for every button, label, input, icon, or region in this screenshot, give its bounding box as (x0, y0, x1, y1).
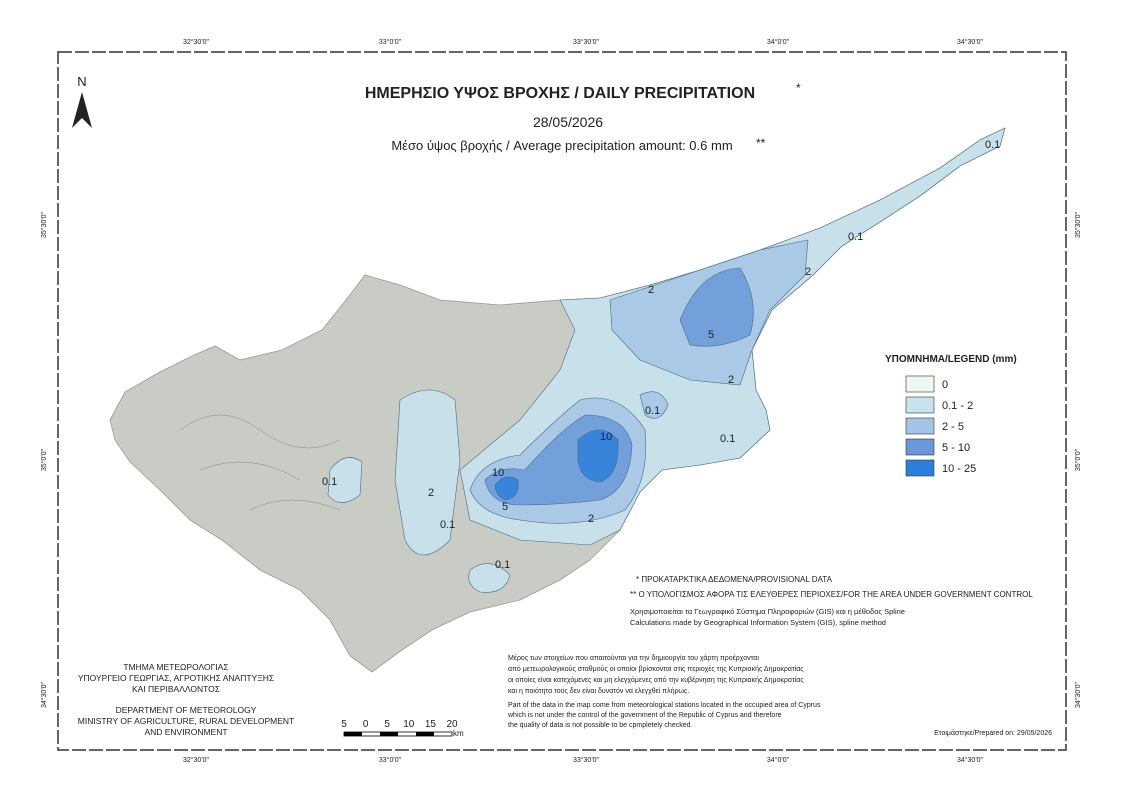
contour-labels: 0.1 0.1 2 2 5 2 0.1 10 0.1 10 0.1 2 5 2 … (322, 139, 1000, 571)
legend-label: 0 (942, 379, 948, 391)
contour-label: 10 (492, 467, 504, 479)
note: Calculations made by Geographical Inform… (630, 618, 886, 627)
longitude-label: 34°30'0" (957, 756, 984, 764)
disclaimer-greek: Μέρος των στοιχείων που απαιτούνται για … (508, 654, 759, 662)
disclaimer-english: which is not under the control of the go… (507, 712, 782, 719)
contour-label: 2 (588, 513, 594, 525)
precipitation-zone (327, 457, 363, 503)
legend-swatch (905, 417, 935, 435)
department-english: DEPARTMENT OF METEOROLOGY (116, 705, 257, 715)
longitude-label: 33°30'0" (573, 38, 600, 46)
contour-label: 2 (728, 374, 734, 386)
legend-title: ΥΠΟΜΝΗΜΑ/LEGEND (mm) (885, 354, 1017, 365)
latitude-label: 35°30'0" (1074, 211, 1082, 238)
precipitation-zone (468, 563, 511, 593)
title-mark: * (796, 81, 801, 95)
contour-label: 5 (708, 329, 714, 341)
longitude-label: 34°0'0" (767, 38, 790, 46)
legend-swatch (905, 396, 935, 414)
relief-hatching (179, 414, 341, 511)
legend-label: 10 - 25 (942, 463, 976, 475)
precipitation-zone (639, 391, 669, 419)
legend-label: 0.1 - 2 (942, 400, 973, 412)
contour-label: 0.1 (848, 231, 863, 243)
precipitation-zone (494, 476, 519, 501)
disclaimer-greek: από μετεωρολογικούς σταθμούς οι οποίοι β… (508, 665, 804, 673)
department-english: MINISTRY OF AGRICULTURE, RURAL DEVELOPME… (78, 716, 294, 726)
contour-label: 2 (805, 266, 811, 278)
longitude-label: 34°30'0" (957, 38, 984, 46)
contour-label: 0.1 (495, 559, 510, 571)
legend-label: 2 - 5 (942, 421, 964, 433)
scale-label: 5 (341, 719, 347, 730)
note: ** Ο ΥΠΟΛΟΓΙΣΜΟΣ ΑΦΟΡΑ ΤΙΣ ΕΛΕΥΘΕΡΕΣ ΠΕΡ… (630, 590, 1033, 599)
contour-label: 5 (502, 501, 508, 513)
legend-label: 5 - 10 (942, 442, 970, 454)
longitude-label: 33°0'0" (379, 38, 402, 46)
scale-label: 20 (446, 719, 458, 730)
disclaimer-english: the quality of data is not possible to b… (508, 722, 692, 729)
disclaimer-english: Part of the data in the map come from me… (508, 702, 821, 709)
precipitation-zone (394, 389, 461, 556)
longitude-label: 34°0'0" (767, 756, 790, 764)
precipitation-zone (679, 267, 754, 347)
latitude-label: 35°30'0" (40, 211, 48, 238)
contour-label: 10 (600, 431, 612, 443)
legend-swatch (905, 459, 935, 477)
longitude-label: 32°30'0" (183, 38, 210, 46)
legend-swatch (905, 438, 935, 456)
subtitle-mark: ** (756, 136, 766, 150)
precipitation-zone (577, 429, 619, 483)
north-arrow (72, 92, 92, 128)
scale-label: 10 (403, 719, 415, 730)
contour-label: 0.1 (985, 139, 1000, 151)
longitude-label: 33°30'0" (573, 756, 600, 764)
longitude-label: 33°0'0" (379, 756, 402, 764)
note: Χρησιμοποιείται τα Γεωγραφικό Σύστημα Πλ… (630, 607, 905, 616)
map-date: 28/05/2026 (533, 114, 603, 130)
legend-swatch (905, 375, 935, 393)
longitude-label: 32°30'0" (183, 756, 210, 764)
note: * ΠΡΟΚΑΤΑΡΚΤΙΚΑ ΔΕΔΟΜΕΝΑ/PROVISIONAL DAT… (636, 575, 833, 584)
department-english: AND ENVIRONMENT (144, 727, 227, 737)
prepared-date: Ετοιμάστηκε/Prepared on: 29/05/2026 (934, 729, 1052, 737)
north-label: N (77, 74, 86, 89)
latitude-label: 35°0'0" (40, 448, 48, 471)
disclaimer-greek: οι οποίες είναι κατεχόμενες και μη ελεγχ… (508, 676, 804, 684)
contour-label: 2 (428, 487, 434, 499)
map-title: ΗΜΕΡΗΣΙΟ ΥΨΟΣ ΒΡΟΧΗΣ / DAILY PRECIPITATI… (365, 85, 755, 102)
contour-label: 0.1 (440, 519, 455, 531)
scale-label: 0 (363, 719, 369, 730)
department-greek: ΚΑΙ ΠΕΡΙΒΑΛΛΟΝΤΟΣ (132, 684, 220, 694)
contour-label: 0.1 (720, 433, 735, 445)
latitude-label: 35°0'0" (1074, 448, 1082, 471)
scale-unit: km (453, 729, 464, 738)
map-subtitle: Μέσο ύψος βροχής / Average precipitation… (391, 138, 732, 153)
latitude-label: 34°30'0" (40, 681, 48, 708)
department-greek: ΥΠΟΥΡΓΕΙΟ ΓΕΩΡΓΙΑΣ, ΑΓΡΟΤΙΚΗΣ ΑΝΑΠΤΥΞΗΣ (78, 673, 274, 683)
contour-label: 0.1 (645, 405, 660, 417)
contour-label: 2 (648, 284, 654, 296)
department-greek: ΤΜΗΜΑ ΜΕΤΕΩΡΟΛΟΓΙΑΣ (123, 662, 228, 672)
contour-label: 0.1 (322, 476, 337, 488)
disclaimer-greek: και η ποιότητα τους δεν είναι δυνατόν να… (508, 687, 689, 695)
map-frame (57, 51, 1067, 751)
scale-bar (343, 731, 453, 737)
scale-label: 15 (425, 719, 437, 730)
latitude-label: 34°30'0" (1074, 681, 1082, 708)
scale-label: 5 (384, 719, 390, 730)
